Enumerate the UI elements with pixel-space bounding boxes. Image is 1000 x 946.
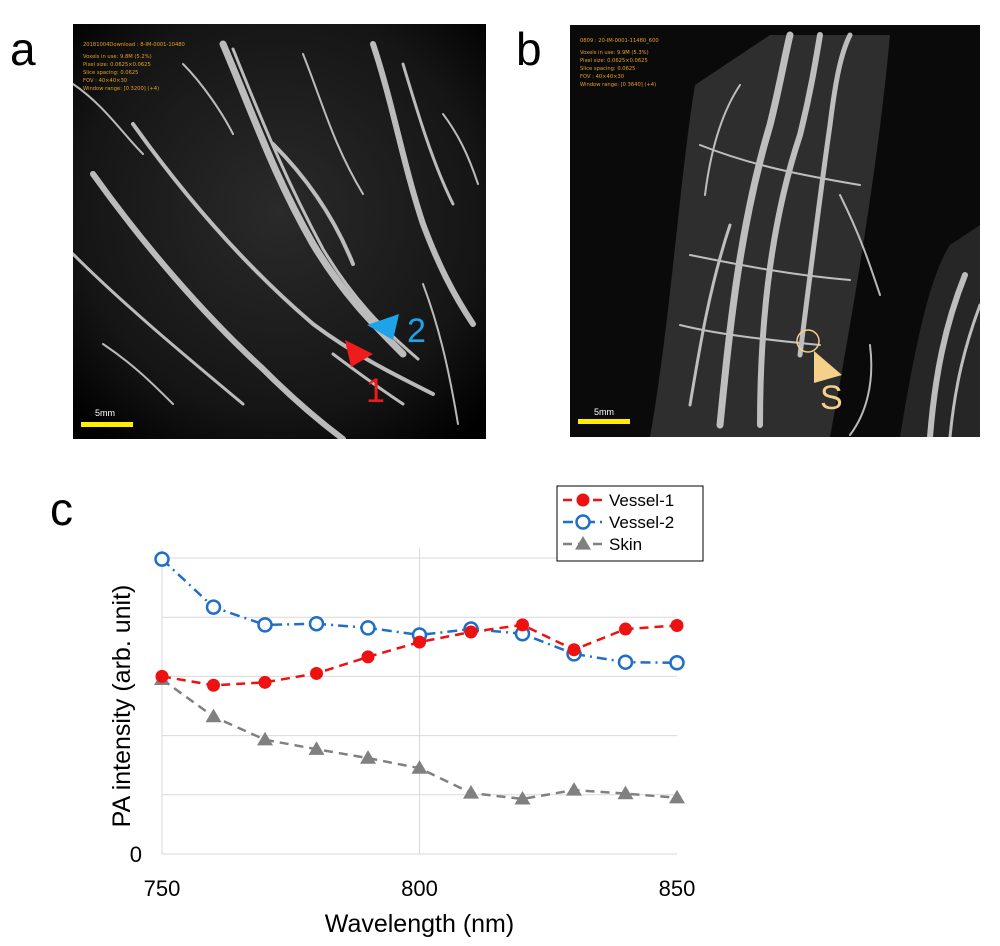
panel-label-a: a bbox=[10, 23, 36, 75]
x-tick-label: 750 bbox=[144, 876, 181, 901]
legend-label: Vessel-2 bbox=[609, 513, 674, 532]
overlay-line: Voxels in use: 9.8M (5.2%) bbox=[83, 54, 152, 60]
marker-s-label: S bbox=[820, 379, 843, 417]
tissue-region bbox=[900, 225, 980, 437]
overlay-line: FOV : 40×40×30 bbox=[580, 74, 624, 80]
chart-tick-labels: 750 800 850 0 bbox=[130, 842, 696, 901]
data-point bbox=[308, 741, 325, 755]
legend-marker bbox=[575, 536, 591, 550]
series-vessel-1 bbox=[155, 618, 684, 692]
data-point bbox=[516, 618, 529, 632]
data-point bbox=[205, 708, 222, 723]
data-point bbox=[310, 666, 323, 680]
pa-image-a-svg: 20181004Download : 8-IM-0001-10480 Voxel… bbox=[73, 24, 486, 439]
data-point bbox=[413, 635, 426, 649]
scale-bar-label: 5mm bbox=[95, 408, 115, 418]
pa-image-b-svg: 0809 : 20-IM-0001-11480_600 Voxels in us… bbox=[570, 25, 980, 437]
vessel-network bbox=[73, 40, 479, 439]
data-point bbox=[257, 731, 273, 746]
scale-bar-label: 5mm bbox=[594, 407, 614, 417]
marker-1-label: 1 bbox=[366, 372, 385, 410]
data-point bbox=[155, 669, 169, 683]
overlay-line: Pixel size: 0.0625×0.0625 bbox=[580, 58, 648, 64]
legend-item-skin: Skin bbox=[563, 535, 642, 554]
overlay-line: Slice spacing: 0.0625 bbox=[580, 66, 635, 72]
data-point bbox=[670, 618, 684, 632]
legend-label: Vessel-1 bbox=[609, 491, 674, 510]
overlay-line: Voxels in use: 9.9M (5.3%) bbox=[580, 50, 649, 56]
data-point bbox=[617, 785, 634, 800]
data-point bbox=[411, 760, 428, 774]
data-point bbox=[567, 643, 581, 657]
data-point bbox=[566, 782, 582, 796]
x-tick-label: 800 bbox=[401, 876, 438, 901]
legend-marker bbox=[575, 514, 591, 530]
data-point bbox=[514, 790, 531, 805]
overlay-line: Window range: [0 3640] (+4) bbox=[580, 82, 656, 88]
data-point bbox=[308, 615, 325, 632]
pa-image-b: 0809 : 20-IM-0001-11480_600 Voxels in us… bbox=[570, 25, 980, 437]
data-point bbox=[463, 785, 479, 799]
y-axis-label: PA intensity (arb. unit) bbox=[108, 585, 136, 828]
skin-roi-circle bbox=[796, 329, 820, 353]
scale-bar bbox=[81, 422, 133, 427]
chart-axes bbox=[161, 548, 677, 855]
pa-spectrum-chart: 750 800 850 0 Wavelength (nm) PA intensity … bbox=[108, 485, 704, 938]
legend-marker bbox=[576, 493, 590, 507]
chart-series bbox=[154, 551, 685, 805]
data-point bbox=[619, 622, 632, 636]
data-point bbox=[205, 599, 222, 615]
overlay-text-a: 20181004Download : 8-IM-0001-10480 Voxel… bbox=[83, 42, 185, 92]
data-point bbox=[258, 675, 272, 689]
data-point bbox=[207, 678, 220, 692]
marker-2-arrow-icon bbox=[367, 314, 399, 340]
overlay-line: Window range: [0 3200] (+4) bbox=[83, 86, 159, 92]
data-point bbox=[154, 551, 170, 567]
x-axis-label: Wavelength (nm) bbox=[325, 910, 514, 938]
pa-image-a: 20181004Download : 8-IM-0001-10480 Voxel… bbox=[73, 24, 486, 439]
legend-item-vessel-2: Vessel-2 bbox=[563, 513, 674, 532]
data-point bbox=[669, 789, 685, 804]
panel-label-c: c bbox=[50, 483, 73, 535]
marker-s-arrow-icon bbox=[814, 351, 842, 383]
marker-1-arrow-icon bbox=[345, 340, 373, 367]
overlay-line: FOV : 40×40×30 bbox=[83, 78, 127, 84]
image-background bbox=[73, 24, 486, 439]
vessel-network bbox=[679, 31, 980, 437]
x-tick-label: 850 bbox=[659, 876, 696, 901]
marker-2-label: 2 bbox=[407, 312, 426, 350]
panel-label-b: b bbox=[516, 23, 542, 75]
y-tick-label: 0 bbox=[130, 842, 142, 867]
data-point bbox=[361, 650, 375, 664]
data-point bbox=[360, 750, 376, 764]
chart-legend: Vessel-1 Vessel-2 Skin bbox=[556, 485, 704, 562]
data-point bbox=[360, 620, 376, 636]
data-point bbox=[464, 625, 478, 639]
scale-bar bbox=[578, 419, 630, 424]
overlay-line: 0809 : 20-IM-0001-11480_600 bbox=[580, 38, 659, 44]
overlay-line: 20181004Download : 8-IM-0001-10480 bbox=[83, 42, 185, 48]
data-point bbox=[257, 617, 273, 633]
data-point bbox=[617, 654, 634, 670]
chart-grid bbox=[162, 548, 677, 854]
overlay-line: Pixel size: 0.0625×0.0625 bbox=[83, 62, 151, 68]
data-point bbox=[669, 655, 685, 671]
overlay-line: Slice spacing: 0.0625 bbox=[83, 70, 138, 76]
legend-item-vessel-1: Vessel-1 bbox=[563, 491, 674, 510]
overlay-text-b: 0809 : 20-IM-0001-11480_600 Voxels in us… bbox=[580, 38, 659, 88]
legend-label: Skin bbox=[609, 535, 642, 554]
series-skin bbox=[154, 671, 685, 805]
